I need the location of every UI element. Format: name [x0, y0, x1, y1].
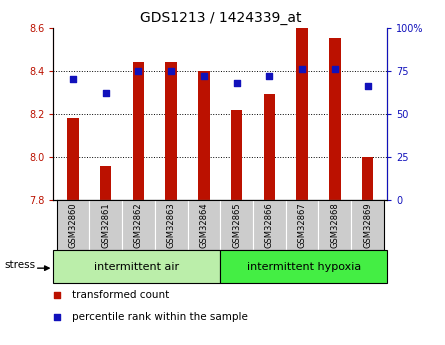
Bar	[296, 28, 308, 200]
Bar	[231, 109, 243, 200]
Bar	[263, 95, 275, 200]
Bar	[220, 200, 253, 250]
Bar	[286, 200, 319, 250]
Point	[53, 314, 61, 319]
Text: intermittent hypoxia: intermittent hypoxia	[247, 262, 361, 272]
Title: GDS1213 / 1424339_at: GDS1213 / 1424339_at	[140, 11, 301, 25]
Text: GSM32867: GSM32867	[298, 203, 307, 248]
Point	[233, 80, 240, 86]
Text: GSM32863: GSM32863	[167, 203, 176, 248]
Bar	[67, 118, 79, 200]
Bar	[133, 62, 144, 200]
Point	[331, 66, 338, 72]
Point	[168, 68, 175, 73]
Bar	[198, 71, 210, 200]
Text: GSM32861: GSM32861	[101, 203, 110, 248]
Text: GSM32864: GSM32864	[199, 203, 208, 248]
Point	[102, 90, 109, 96]
Point	[200, 73, 207, 79]
Point	[53, 293, 61, 298]
Bar	[155, 200, 187, 250]
Bar	[187, 200, 220, 250]
Bar	[53, 250, 220, 283]
Text: GSM32866: GSM32866	[265, 203, 274, 248]
Text: GSM32868: GSM32868	[330, 203, 339, 248]
Point	[299, 66, 306, 72]
Bar	[253, 200, 286, 250]
Text: stress: stress	[4, 260, 36, 270]
Text: GSM32869: GSM32869	[363, 203, 372, 248]
Point	[69, 77, 77, 82]
Text: GSM32860: GSM32860	[69, 203, 77, 248]
Text: GSM32862: GSM32862	[134, 203, 143, 248]
Text: percentile rank within the sample: percentile rank within the sample	[72, 312, 247, 322]
Bar	[89, 200, 122, 250]
Bar	[362, 157, 373, 200]
Bar	[122, 200, 155, 250]
Point	[364, 83, 371, 89]
Bar	[319, 200, 351, 250]
Bar	[100, 166, 112, 200]
Text: intermittent air: intermittent air	[94, 262, 179, 272]
Bar	[329, 38, 340, 200]
Bar	[351, 200, 384, 250]
Text: transformed count: transformed count	[72, 290, 169, 300]
Text: GSM32865: GSM32865	[232, 203, 241, 248]
Point	[266, 73, 273, 79]
Point	[135, 68, 142, 73]
Bar	[166, 62, 177, 200]
Bar	[220, 250, 387, 283]
Bar	[57, 200, 89, 250]
